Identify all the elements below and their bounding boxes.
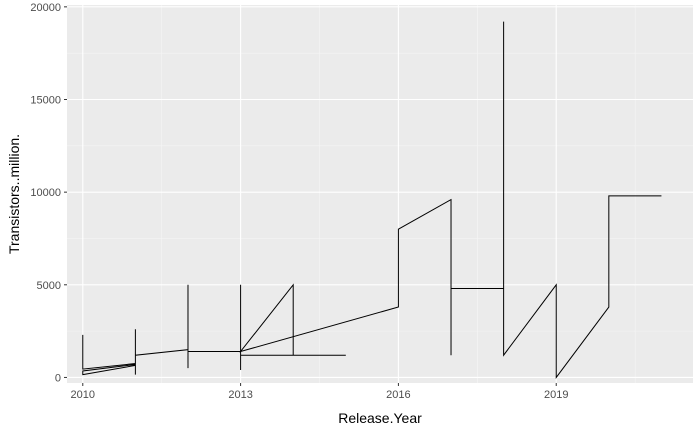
x-tick-label: 2019 (544, 389, 568, 401)
y-tick-label: 5000 (37, 280, 61, 292)
panel-background (67, 5, 693, 383)
x-axis: 2010 2013 2016 2019 (71, 383, 568, 401)
y-tick-label: 0 (55, 372, 61, 384)
y-axis: 0 5000 10000 15000 20000 (30, 2, 67, 384)
x-tick-label: 2013 (228, 389, 252, 401)
y-tick-label: 15000 (30, 95, 61, 107)
y-tick-label: 20000 (30, 2, 61, 14)
major-grid (67, 5, 693, 383)
y-axis-title: Transistors..million. (6, 134, 22, 254)
minor-grid (67, 5, 693, 383)
series-line-0 (82, 21, 662, 379)
x-tick-label: 2010 (71, 389, 95, 401)
series-layer (82, 21, 662, 379)
x-tick-label: 2016 (386, 389, 410, 401)
x-axis-title: Release.Year (338, 410, 422, 426)
y-tick-label: 10000 (30, 187, 61, 199)
